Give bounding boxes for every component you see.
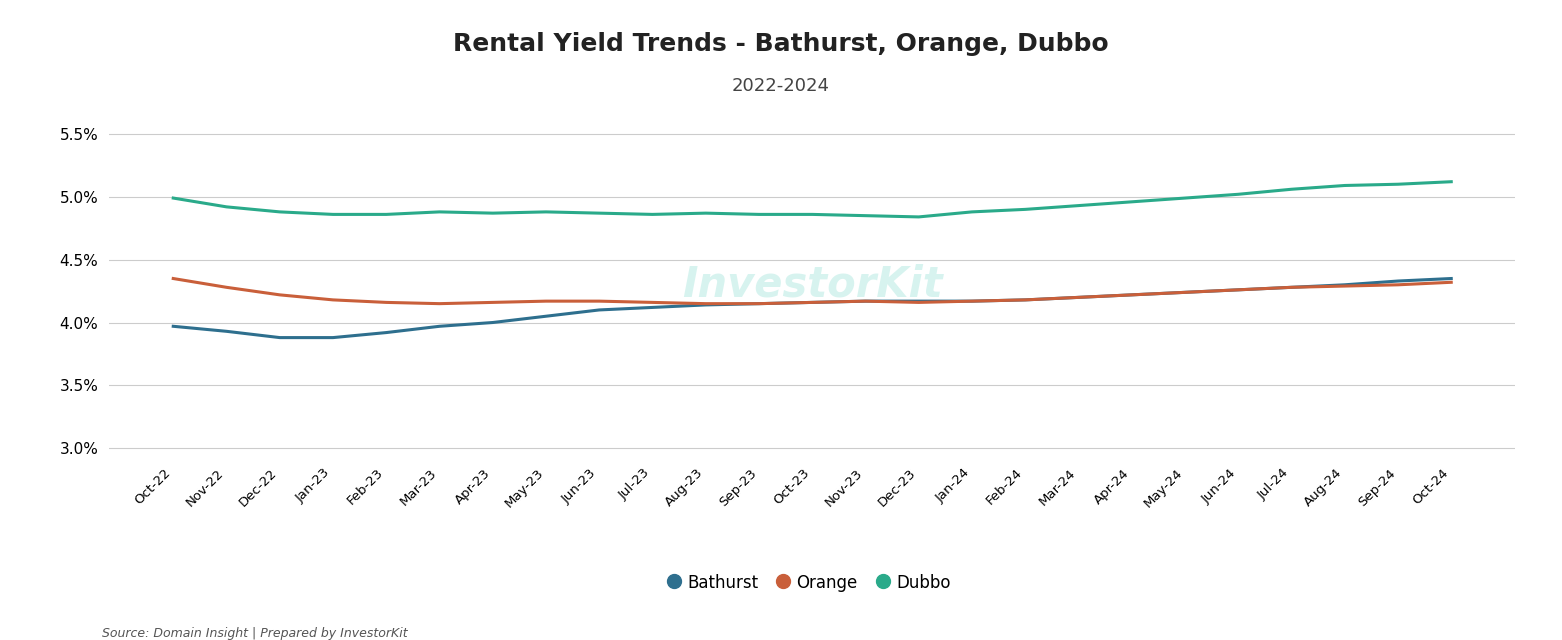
Orange xyxy=(590,298,609,305)
Bathurst xyxy=(376,329,395,337)
Orange xyxy=(962,298,981,305)
Orange xyxy=(909,299,928,307)
Dubbo xyxy=(1282,186,1301,193)
Text: Rental Yield Trends - Bathurst, Orange, Dubbo: Rental Yield Trends - Bathurst, Orange, … xyxy=(453,32,1109,56)
Orange xyxy=(217,284,236,291)
Bathurst xyxy=(1123,291,1142,299)
Bathurst xyxy=(1176,289,1195,296)
Dubbo xyxy=(909,213,928,221)
Dubbo xyxy=(856,212,875,220)
Dubbo xyxy=(750,211,769,218)
Orange xyxy=(270,291,289,299)
Bathurst xyxy=(909,298,928,305)
Orange xyxy=(1015,296,1034,304)
Orange xyxy=(803,299,822,307)
Bathurst xyxy=(1015,296,1034,304)
Dubbo xyxy=(590,209,609,217)
Text: InvestorKit: InvestorKit xyxy=(683,264,942,306)
Dubbo xyxy=(537,208,556,216)
Dubbo xyxy=(217,203,236,211)
Bathurst xyxy=(1336,281,1354,289)
Bathurst xyxy=(1389,277,1407,285)
Orange xyxy=(1229,286,1248,294)
Dubbo xyxy=(1336,182,1354,189)
Line: Dubbo: Dubbo xyxy=(173,182,1451,217)
Orange xyxy=(1123,291,1142,299)
Dubbo xyxy=(430,208,448,216)
Dubbo xyxy=(962,208,981,216)
Orange xyxy=(1389,281,1407,289)
Bathurst xyxy=(323,334,342,342)
Orange xyxy=(483,299,501,307)
Dubbo xyxy=(164,194,183,202)
Bathurst xyxy=(270,334,289,342)
Dubbo xyxy=(1123,198,1142,205)
Dubbo xyxy=(644,211,662,218)
Bathurst xyxy=(164,323,183,330)
Dubbo xyxy=(483,209,501,217)
Bathurst xyxy=(217,328,236,335)
Bathurst xyxy=(1442,275,1460,282)
Orange xyxy=(376,299,395,307)
Dubbo xyxy=(1176,194,1195,202)
Orange xyxy=(644,299,662,307)
Line: Bathurst: Bathurst xyxy=(173,278,1451,338)
Dubbo xyxy=(1068,202,1087,209)
Orange xyxy=(1442,278,1460,286)
Dubbo xyxy=(376,211,395,218)
Dubbo xyxy=(697,209,715,217)
Orange xyxy=(750,300,769,307)
Dubbo xyxy=(1442,178,1460,186)
Orange xyxy=(697,300,715,307)
Bathurst xyxy=(697,301,715,308)
Bathurst xyxy=(430,323,448,330)
Bathurst xyxy=(803,299,822,307)
Dubbo xyxy=(1229,191,1248,198)
Bathurst xyxy=(537,312,556,320)
Bathurst xyxy=(644,303,662,311)
Bathurst xyxy=(856,298,875,305)
Orange xyxy=(537,298,556,305)
Orange xyxy=(1282,284,1301,291)
Orange xyxy=(1068,294,1087,301)
Orange xyxy=(430,300,448,307)
Dubbo xyxy=(803,211,822,218)
Bathurst xyxy=(483,319,501,326)
Orange xyxy=(323,296,342,304)
Dubbo xyxy=(323,211,342,218)
Text: Source: Domain Insight | Prepared by InvestorKit: Source: Domain Insight | Prepared by Inv… xyxy=(102,627,408,640)
Orange xyxy=(856,298,875,305)
Bathurst xyxy=(962,298,981,305)
Dubbo xyxy=(1015,205,1034,213)
Bathurst xyxy=(1229,286,1248,294)
Bathurst xyxy=(1068,294,1087,301)
Orange xyxy=(1336,282,1354,290)
Bathurst xyxy=(1282,284,1301,291)
Dubbo xyxy=(1389,180,1407,188)
Legend: Bathurst, Orange, Dubbo: Bathurst, Orange, Dubbo xyxy=(665,566,959,600)
Bathurst xyxy=(590,306,609,314)
Orange xyxy=(164,275,183,282)
Dubbo xyxy=(270,208,289,216)
Bathurst xyxy=(750,300,769,307)
Line: Orange: Orange xyxy=(173,278,1451,303)
Orange xyxy=(1176,289,1195,296)
Text: 2022-2024: 2022-2024 xyxy=(733,77,829,95)
